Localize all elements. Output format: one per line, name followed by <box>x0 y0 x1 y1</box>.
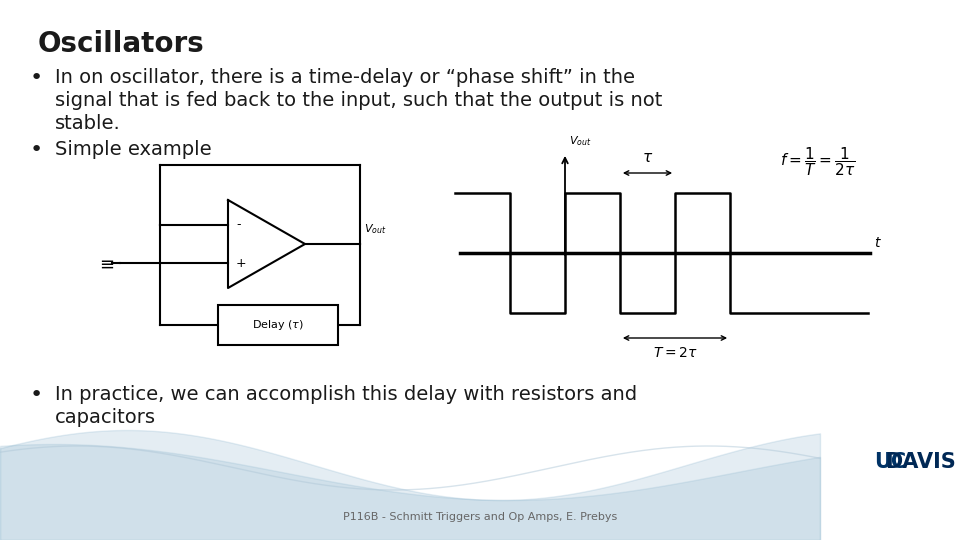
Text: Simple example: Simple example <box>55 140 211 159</box>
Text: stable.: stable. <box>55 114 121 133</box>
Text: $\tau$: $\tau$ <box>642 150 653 165</box>
Text: capacitors: capacitors <box>55 408 156 427</box>
Text: $f=\dfrac{1}{T}=\dfrac{1}{2\tau}$: $f=\dfrac{1}{T}=\dfrac{1}{2\tau}$ <box>780 145 855 178</box>
Text: $t$: $t$ <box>874 236 882 250</box>
Text: $V_{out}$: $V_{out}$ <box>569 134 591 148</box>
Text: signal that is fed back to the input, such that the output is not: signal that is fed back to the input, su… <box>55 91 662 110</box>
Text: •: • <box>30 385 43 405</box>
Text: $V_{out}$: $V_{out}$ <box>364 222 387 236</box>
Text: Delay ($\tau$): Delay ($\tau$) <box>252 318 304 332</box>
Text: UC: UC <box>874 452 906 472</box>
Text: $T=2\tau$: $T=2\tau$ <box>653 346 697 360</box>
Text: In on oscillator, there is a time-delay or “phase shift” in the: In on oscillator, there is a time-delay … <box>55 68 635 87</box>
Text: •: • <box>30 140 43 160</box>
Text: DAVIS: DAVIS <box>885 452 956 472</box>
Text: In practice, we can accomplish this delay with resistors and: In practice, we can accomplish this dela… <box>55 385 637 404</box>
Text: Oscillators: Oscillators <box>38 30 204 58</box>
Bar <box>218 305 338 345</box>
Text: -: - <box>236 218 241 231</box>
Text: P116B - Schmitt Triggers and Op Amps, E. Prebys: P116B - Schmitt Triggers and Op Amps, E.… <box>343 512 617 522</box>
Text: +: + <box>236 257 247 270</box>
Text: •: • <box>30 68 43 88</box>
Text: $\equiv$: $\equiv$ <box>96 254 114 272</box>
